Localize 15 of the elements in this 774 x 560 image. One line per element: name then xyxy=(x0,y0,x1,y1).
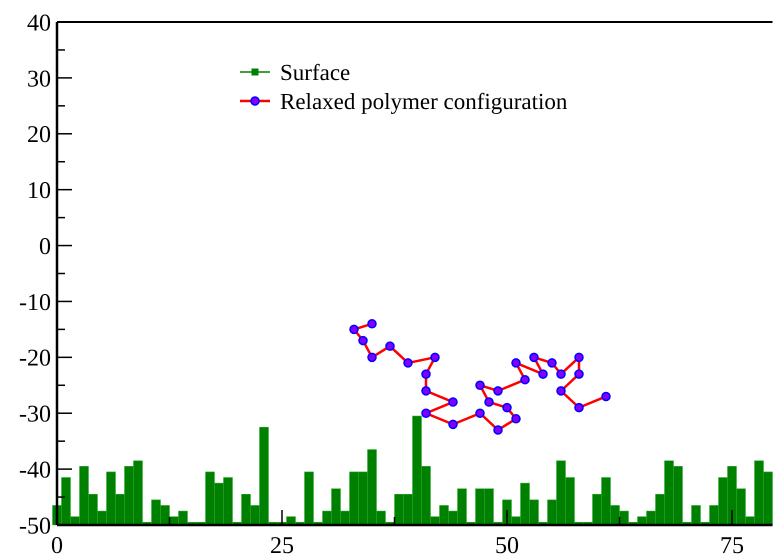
legend-label: Relaxed polymer configuration xyxy=(280,89,568,114)
y-tick-label: -10 xyxy=(19,290,51,316)
y-tick-label: -20 xyxy=(19,346,51,372)
y-tick-label: 20 xyxy=(27,122,51,148)
y-tick-label: -30 xyxy=(19,402,51,428)
legend-label: Surface xyxy=(280,60,350,86)
y-tick-label: 30 xyxy=(27,66,51,92)
x-tick-label: 75 xyxy=(720,533,744,559)
x-tick-label: 50 xyxy=(495,533,519,559)
y-tick-label: 10 xyxy=(27,178,51,204)
y-tick-label: -40 xyxy=(19,458,51,484)
y-tick-label: 0 xyxy=(39,234,51,260)
y-tick-label: -50 xyxy=(19,513,51,540)
x-tick-label: 25 xyxy=(270,533,294,559)
y-tick-label: 40 xyxy=(27,10,51,36)
